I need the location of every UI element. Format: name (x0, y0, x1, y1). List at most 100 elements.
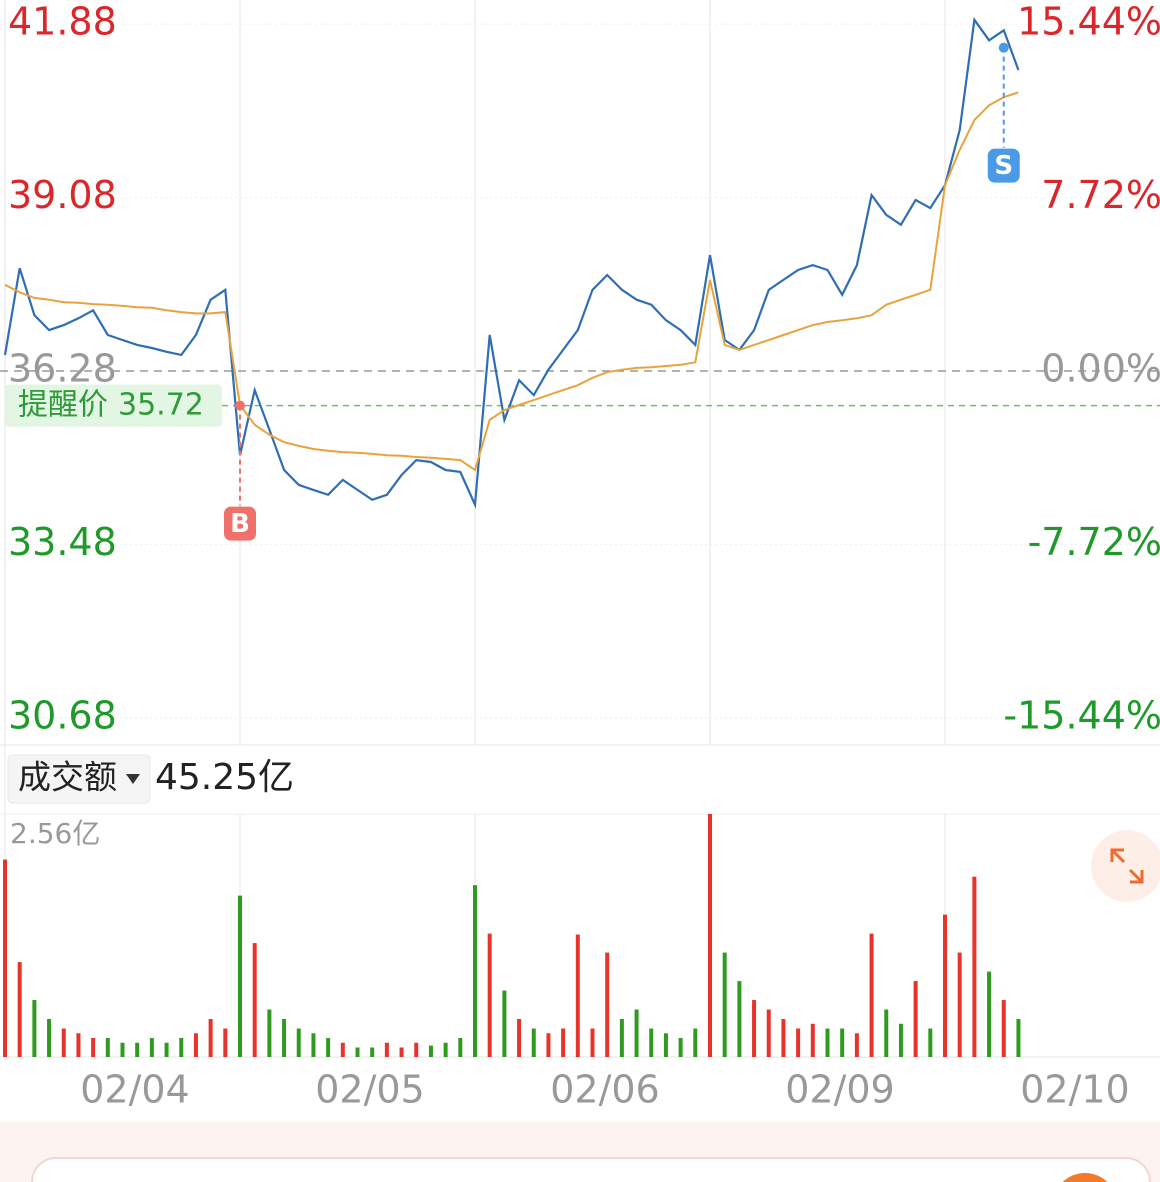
volume-bar (605, 952, 610, 1057)
marker-point (235, 400, 245, 411)
average-line (4, 91, 1019, 472)
x-tick-label: 02/10 (1020, 1068, 1130, 1112)
volume-bar (693, 1028, 698, 1057)
volume-bar (384, 1042, 389, 1057)
reminder-text: 提醒价 (18, 387, 108, 422)
volume-bar (957, 952, 962, 1057)
volume-bar (796, 1028, 801, 1057)
y-tick-label: 36.28 (8, 346, 117, 390)
volume-bar (531, 1028, 536, 1057)
volume-bar (399, 1047, 404, 1057)
volume-bar (737, 981, 742, 1057)
volume-bar (164, 1042, 169, 1057)
volume-bar (619, 1019, 624, 1057)
volume-bar (517, 1019, 522, 1057)
volume-bar (487, 933, 492, 1057)
marker-label: B (230, 509, 250, 539)
volume-bar (76, 1033, 81, 1057)
y-tick-label: 39.08 (8, 173, 117, 217)
volume-bar (414, 1042, 419, 1057)
volume-bar (267, 1009, 272, 1057)
volume-bar (443, 1042, 448, 1057)
volume-bar (91, 1038, 96, 1057)
y2-tick-label: 15.44% (1017, 0, 1160, 44)
volume-bar (61, 1028, 66, 1057)
expand-icon[interactable] (1110, 848, 1144, 884)
volume-bar (663, 1033, 668, 1057)
y2-tick-label: -15.44% (1003, 693, 1160, 737)
volume-bar (296, 1028, 301, 1057)
volume-bar (47, 1019, 52, 1057)
volume-bar (561, 1028, 566, 1057)
volume-bar (972, 876, 977, 1057)
reminder-value: 35.72 (118, 387, 204, 422)
volume-bar (943, 914, 947, 1057)
volume-bar (825, 1028, 830, 1057)
input-box[interactable] (31, 1157, 1151, 1182)
volume-bar (649, 1028, 654, 1057)
volume-bar (208, 1019, 213, 1057)
volume-bar (17, 962, 22, 1057)
volume-bar (884, 1009, 889, 1057)
volume-bar (193, 1033, 198, 1057)
volume-bar (590, 1028, 595, 1057)
volume-bar (252, 943, 257, 1057)
volume-bar (458, 1038, 463, 1057)
volume-bar (355, 1047, 360, 1057)
volume-tick-label: 2.56亿 (10, 817, 100, 850)
y-tick-label: 33.48 (8, 520, 117, 564)
volume-bar (987, 971, 992, 1057)
volume-bar (752, 1000, 757, 1057)
selector-label[interactable]: 成交额 (18, 758, 117, 797)
reminder-label-bg (5, 384, 222, 427)
volume-bar (428, 1045, 433, 1057)
volume-bar (179, 1038, 184, 1057)
x-tick-label: 02/06 (550, 1068, 660, 1112)
selector-box[interactable] (7, 754, 151, 804)
volume-bar (282, 1019, 287, 1057)
volume-bar (766, 1009, 771, 1057)
volume-bar (340, 1042, 345, 1057)
marker-badge (987, 148, 1020, 183)
volume-bar (722, 952, 727, 1057)
volume-bar (502, 990, 507, 1057)
volume-bar (678, 1038, 683, 1057)
price-line (3, 16, 1020, 510)
y2-tick-label: 7.72% (1041, 173, 1160, 217)
expand-button[interactable] (1091, 830, 1160, 902)
volume-bar (634, 1009, 639, 1057)
x-tick-label: 02/04 (80, 1068, 190, 1112)
volume-bar (781, 1019, 786, 1057)
volume-bar (810, 1023, 815, 1057)
volume-bar (928, 1028, 933, 1057)
y-tick-label: 30.68 (8, 693, 117, 737)
x-tick-label: 02/05 (315, 1068, 425, 1112)
marker-label: S (994, 151, 1013, 181)
volume-bar (898, 1023, 903, 1057)
volume-bar (149, 1038, 154, 1057)
volume-bar (311, 1033, 316, 1057)
y2-tick-label: -7.72% (1028, 520, 1160, 564)
y-tick-label: 41.88 (8, 0, 117, 44)
volume-bar (1016, 1019, 1021, 1057)
action-button[interactable] (1053, 1173, 1117, 1182)
volume-bar (913, 981, 918, 1057)
volume-bar (546, 1033, 551, 1057)
volume-bar (135, 1042, 140, 1057)
reminder-label: 提醒价 35.72 (18, 387, 204, 422)
dropdown-arrow[interactable] (126, 774, 140, 784)
volume-bar (854, 1033, 859, 1057)
volume-bar (575, 934, 580, 1057)
x-tick-label: 02/09 (785, 1068, 895, 1112)
y2-tick-label: 0.00% (1041, 346, 1160, 390)
volume-bar (370, 1047, 375, 1057)
volume-bar (223, 1028, 228, 1057)
volume-bar (840, 1028, 845, 1057)
volume-bar (3, 859, 7, 1057)
volume-bar (105, 1038, 110, 1057)
volume-bar (473, 885, 477, 1057)
volume-bar (120, 1042, 125, 1057)
volume-bar (869, 933, 874, 1057)
